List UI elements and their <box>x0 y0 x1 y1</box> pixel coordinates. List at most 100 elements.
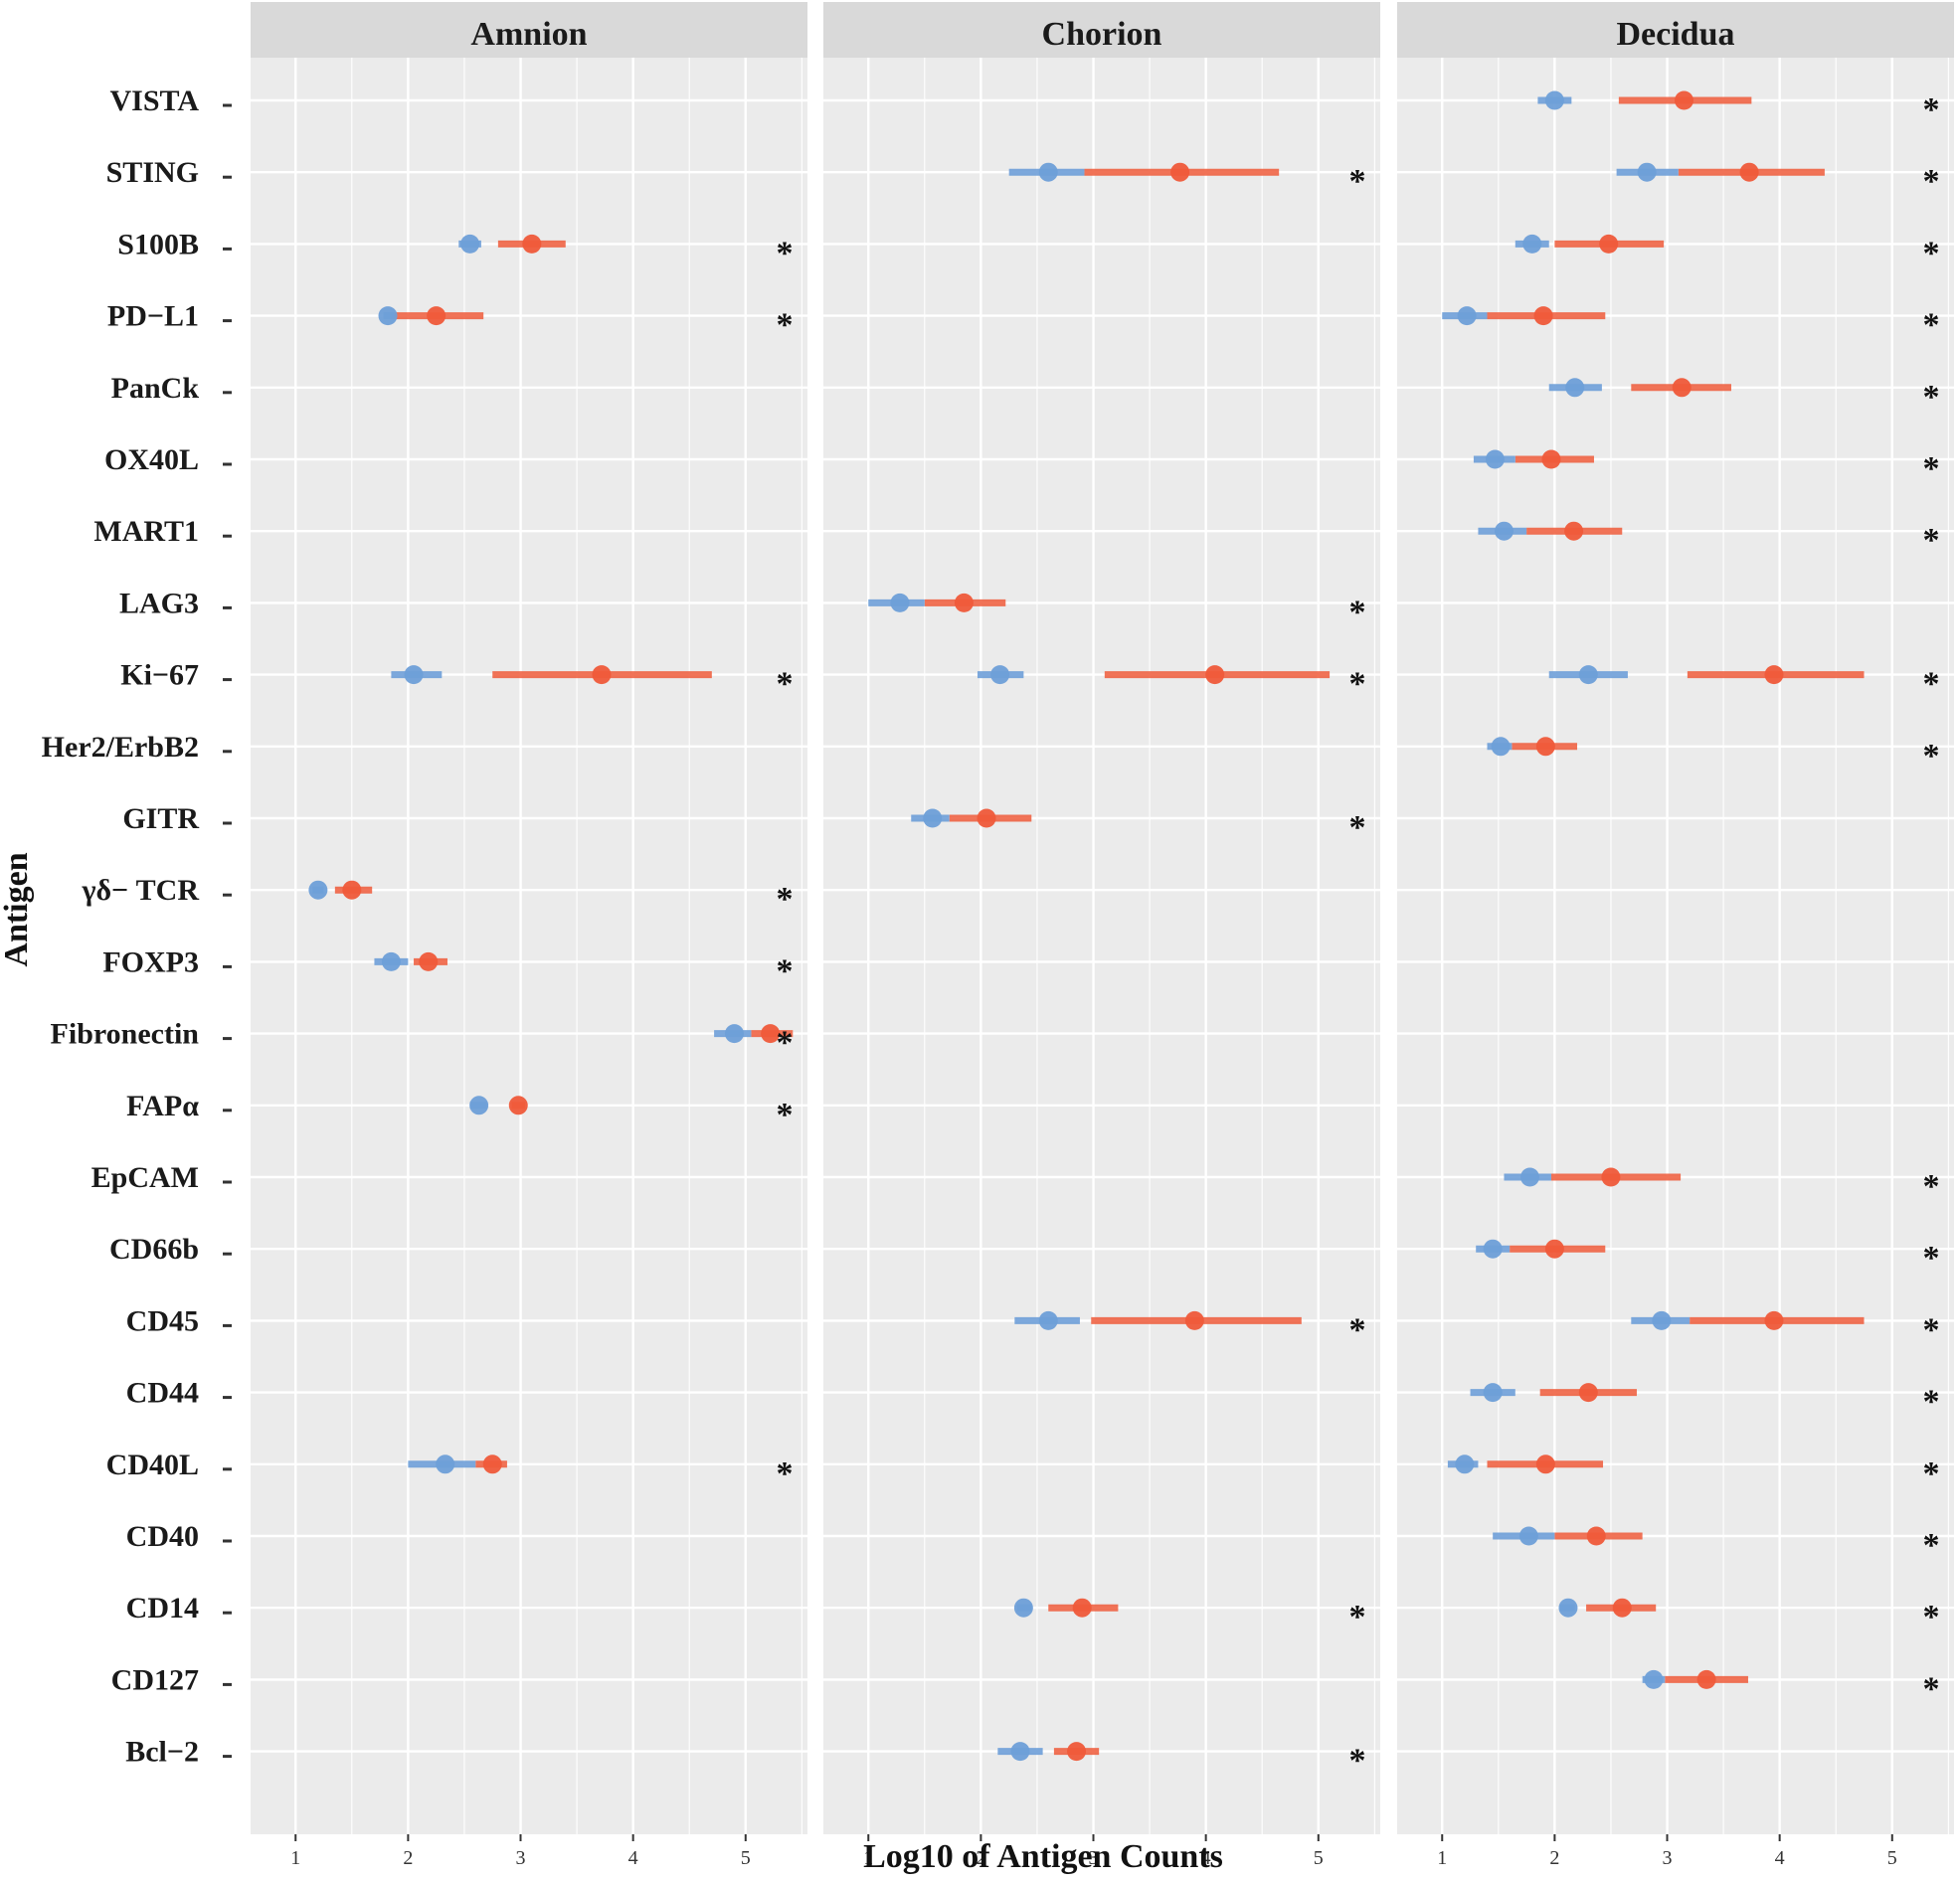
antigen-label: VISTA <box>110 85 200 117</box>
blue-point <box>1494 521 1514 541</box>
antigen-label: LAG3 <box>119 587 199 619</box>
significance-marker: * <box>1349 1599 1366 1635</box>
red-point <box>1672 378 1692 398</box>
data-row: * <box>1447 1454 1940 1492</box>
red-point <box>1535 1454 1555 1474</box>
panel-amnion: Amnion 1 2 3 4 5 * * * * * * * * <box>251 2 807 1869</box>
blue-point <box>1491 737 1511 757</box>
significance-marker: * <box>1349 666 1366 703</box>
antigen-label: EpCAM <box>91 1161 199 1194</box>
antigen-label: γδ− TCR <box>81 874 199 907</box>
x-tick-label: 4 <box>1201 1847 1211 1869</box>
blue-point <box>1519 1167 1539 1187</box>
significance-marker: * <box>777 666 794 703</box>
plot-background <box>823 58 1380 1834</box>
red-point <box>508 1096 528 1115</box>
red-point <box>342 880 362 900</box>
data-row: * <box>1558 1598 1940 1635</box>
blue-point <box>1483 1239 1503 1259</box>
antigen-label: Ki−67 <box>120 659 199 692</box>
red-point <box>1535 737 1555 757</box>
antigen-label: CD44 <box>126 1377 199 1410</box>
antigen-label: OX40L <box>104 443 199 476</box>
red-point <box>1170 162 1190 182</box>
red-point <box>1764 665 1784 685</box>
y-axis-title: Antigen <box>0 852 35 966</box>
antigen-label: GITR <box>122 802 199 835</box>
blue-point <box>381 951 401 971</box>
facet-strip-label: Chorion <box>1042 16 1162 53</box>
significance-marker: * <box>1923 738 1940 774</box>
red-point <box>1205 665 1225 685</box>
red-point <box>1544 1239 1564 1259</box>
antigen-label: PD−L1 <box>107 300 199 333</box>
red-point <box>1601 1167 1621 1187</box>
red-point <box>977 808 996 828</box>
significance-marker: * <box>777 307 794 344</box>
red-point <box>1578 1383 1598 1403</box>
x-tick-label: 4 <box>1775 1847 1785 1869</box>
red-point <box>1696 1669 1716 1689</box>
antigen-label: CD14 <box>126 1592 199 1625</box>
x-tick-label: 1 <box>863 1847 873 1869</box>
antigen-axis-labels: VISTA STING S100B PD−L1 PanCk OX40L MART1 LAG3 K… <box>42 85 232 1769</box>
significance-marker: * <box>1923 163 1940 200</box>
antigen-label: CD40 <box>126 1520 199 1553</box>
plot-background <box>1397 58 1954 1834</box>
significance-marker: * <box>777 881 794 918</box>
significance-marker: * <box>1923 1311 1940 1348</box>
blue-point <box>1644 1669 1664 1689</box>
blue-point <box>1010 1742 1030 1762</box>
data-row: * <box>391 665 794 703</box>
data-row: * <box>911 808 1366 846</box>
data-row: * <box>469 1096 794 1133</box>
antigen-label: Bcl−2 <box>125 1736 199 1769</box>
data-row: * <box>374 951 794 989</box>
x-axis-title: Log10 of Antigen Counts <box>863 1838 1223 1875</box>
data-row: * <box>1504 1167 1940 1205</box>
significance-marker: * <box>777 1097 794 1133</box>
x-tick-label: 2 <box>976 1847 985 1869</box>
red-point <box>419 951 439 971</box>
data-row: * <box>458 234 794 271</box>
antigen-label: FAPα <box>126 1090 199 1122</box>
data-row: * <box>1548 378 1940 416</box>
red-point <box>427 306 446 326</box>
data-row: * <box>408 1454 794 1492</box>
significance-marker: * <box>1923 1527 1940 1564</box>
significance-marker: * <box>1923 1599 1940 1635</box>
data-row: * <box>1476 1239 1940 1277</box>
blue-point <box>724 1024 744 1044</box>
significance-marker: * <box>1349 809 1366 846</box>
data-row: * <box>1470 1383 1940 1421</box>
blue-point <box>1483 1383 1503 1403</box>
blue-point <box>1485 449 1505 469</box>
blue-point <box>1565 378 1585 398</box>
significance-marker: * <box>1923 379 1940 416</box>
red-point <box>761 1024 781 1044</box>
blue-point <box>378 306 398 326</box>
x-tick-label: 5 <box>1314 1847 1324 1869</box>
significance-marker: * <box>1923 91 1940 128</box>
data-row: * <box>714 1024 794 1062</box>
panel-decidua: Decidua 1 2 3 4 5 * * * * * * * * * * * * * * * * * <box>1397 2 1954 1869</box>
significance-marker: * <box>777 952 794 989</box>
significance-marker: * <box>1349 1311 1366 1348</box>
antigen-label: MART1 <box>93 515 199 548</box>
x-tick-label: 1 <box>1437 1847 1447 1869</box>
red-point <box>1541 449 1561 469</box>
data-row: * <box>1631 1310 1940 1348</box>
blue-point <box>890 593 910 612</box>
significance-marker: * <box>777 235 794 271</box>
blue-point <box>1652 1310 1672 1330</box>
x-tick-label: 3 <box>1663 1847 1673 1869</box>
red-point <box>1739 162 1759 182</box>
data-row: * <box>308 880 794 918</box>
data-row: * <box>1473 449 1940 487</box>
data-row: * <box>1493 1526 1940 1564</box>
blue-point <box>469 1096 489 1115</box>
significance-marker: * <box>1923 235 1940 271</box>
facet-strip-label: Decidua <box>1617 16 1735 53</box>
